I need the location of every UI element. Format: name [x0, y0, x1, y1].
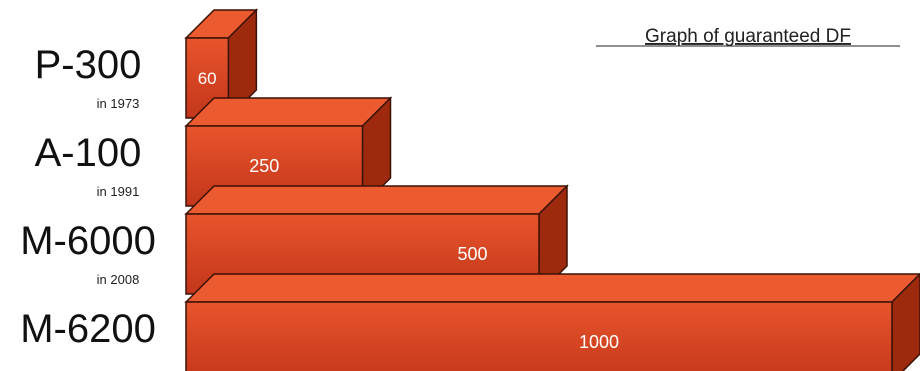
category-label-m-6000: M-6000 [20, 219, 156, 263]
category-label-a-100: A-100 [35, 131, 142, 175]
year-label-m-6000: in 2008 [97, 272, 140, 287]
year-label-a-100: in 1991 [97, 184, 140, 199]
bar-top-m-6200 [184, 273, 920, 303]
bar-m-6200 [185, 301, 893, 371]
labels-group: P-300 in 1973 A-100 in 1991 M-6000 in 2008 M-6… [20, 43, 156, 351]
year-label-p-300: in 1973 [97, 96, 140, 111]
value-label-m-6000: 500 [457, 244, 487, 264]
category-label-p-300: P-300 [35, 43, 142, 87]
value-label-m-6200: 1000 [579, 332, 619, 352]
category-label-m-6200: M-6200 [20, 307, 156, 351]
bars-group: 60 250 500 1000 [184, 8, 920, 371]
value-label-a-100: 250 [249, 156, 279, 176]
value-label-p-300: 60 [198, 69, 217, 88]
bar-top-a-100 [184, 97, 393, 127]
chart-title: Graph of guaranteed DF [645, 26, 851, 47]
bar-top-m-6000 [184, 185, 569, 215]
